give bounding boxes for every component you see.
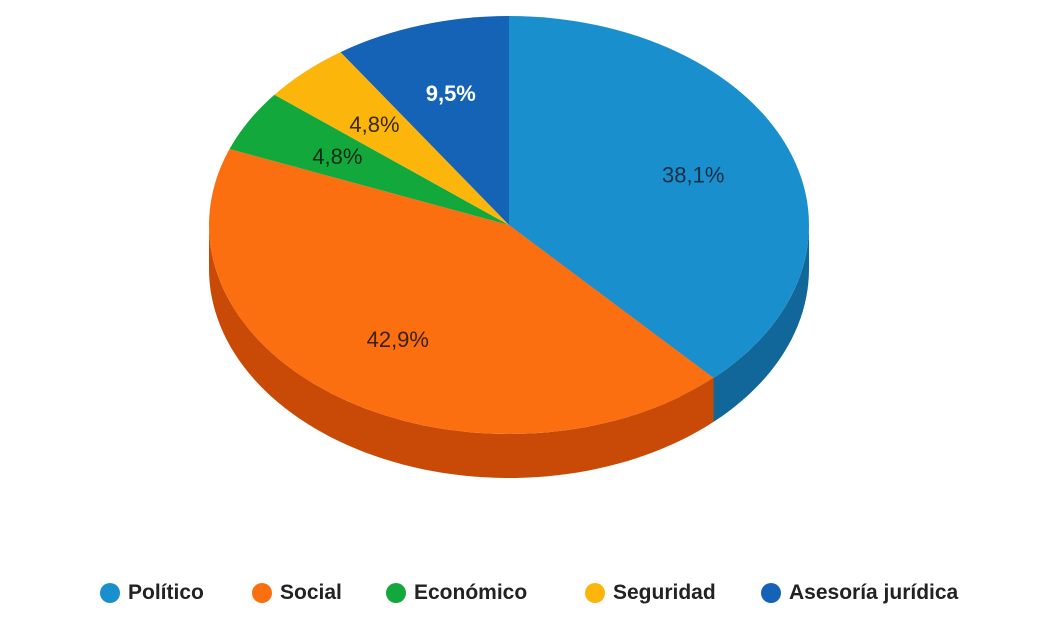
legend-label: Seguridad xyxy=(613,581,716,604)
pie-slice-seguridad xyxy=(274,52,509,225)
legend-label: Económico xyxy=(414,581,528,604)
pie-top-layer xyxy=(209,16,809,434)
legend-swatch xyxy=(386,583,406,603)
slice-value-label-economico: 4,8% xyxy=(312,144,362,169)
legend-swatch xyxy=(252,583,272,603)
pie-side-social xyxy=(209,225,714,478)
legend-item-economico: Económico xyxy=(386,576,527,610)
slice-value-label-asesoria-juridica: 9,5% xyxy=(426,81,476,106)
pie-slice-politico xyxy=(509,16,809,378)
slice-value-label-politico: 38,1% xyxy=(662,163,724,188)
pie-slice-asesoria-juridica xyxy=(340,16,509,225)
slice-value-label-social: 42,9% xyxy=(367,327,429,352)
legend-label: Asesoría jurídica xyxy=(789,581,959,604)
pie-side-politico xyxy=(713,225,809,422)
legend-item-seguridad: Seguridad xyxy=(585,576,716,610)
legend-label: Político xyxy=(128,581,204,604)
legend-swatch xyxy=(761,583,781,603)
legend: Político Social Económico Seguridad Ases… xyxy=(0,576,1063,610)
legend-item-social: Social xyxy=(252,576,342,610)
pie-chart: 38,1% 42,9% 4,8% 4,8% 9,5% xyxy=(209,16,809,478)
pie-slice-social xyxy=(209,149,714,434)
legend-swatch xyxy=(585,583,605,603)
legend-item-asesoria-juridica: Asesoría jurídica xyxy=(761,576,958,610)
legend-label: Social xyxy=(280,581,342,604)
pie-slice-economico xyxy=(229,94,509,225)
pie-label-layer: 38,1% 42,9% 4,8% 4,8% 9,5% xyxy=(312,81,724,352)
legend-item-politico: Político xyxy=(100,576,204,610)
legend-swatch xyxy=(100,583,120,603)
slice-value-label-seguridad: 4,8% xyxy=(349,112,399,137)
